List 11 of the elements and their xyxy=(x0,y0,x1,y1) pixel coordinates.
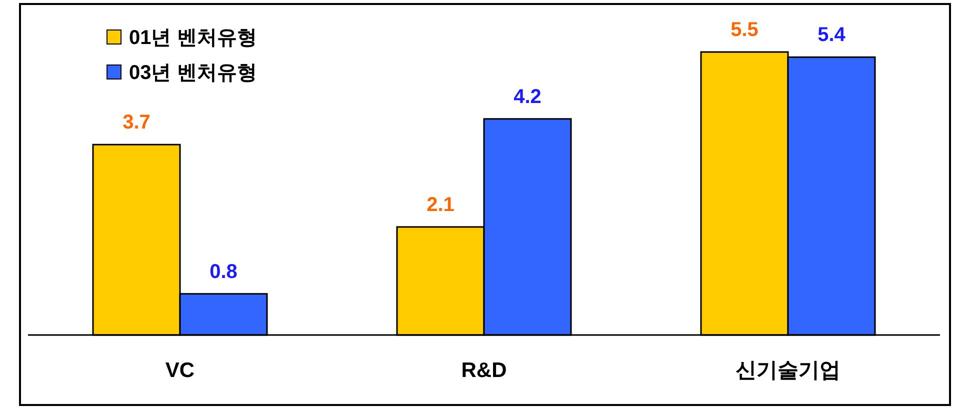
x-tick-label: R&D xyxy=(461,359,507,382)
data-label: 2.1 xyxy=(426,194,454,216)
legend-label: 01년 벤처유형 xyxy=(129,27,257,49)
data-label: 5.4 xyxy=(818,24,846,46)
data-label: 3.7 xyxy=(122,112,150,134)
x-tick-label: VC xyxy=(165,359,195,382)
legend-label: 03년 벤처유형 xyxy=(129,62,257,84)
data-label: 5.5 xyxy=(730,19,758,41)
data-label: 4.2 xyxy=(514,86,542,108)
data-label: 0.8 xyxy=(210,260,238,283)
x-tick-label: 신기술기업 xyxy=(736,359,840,382)
